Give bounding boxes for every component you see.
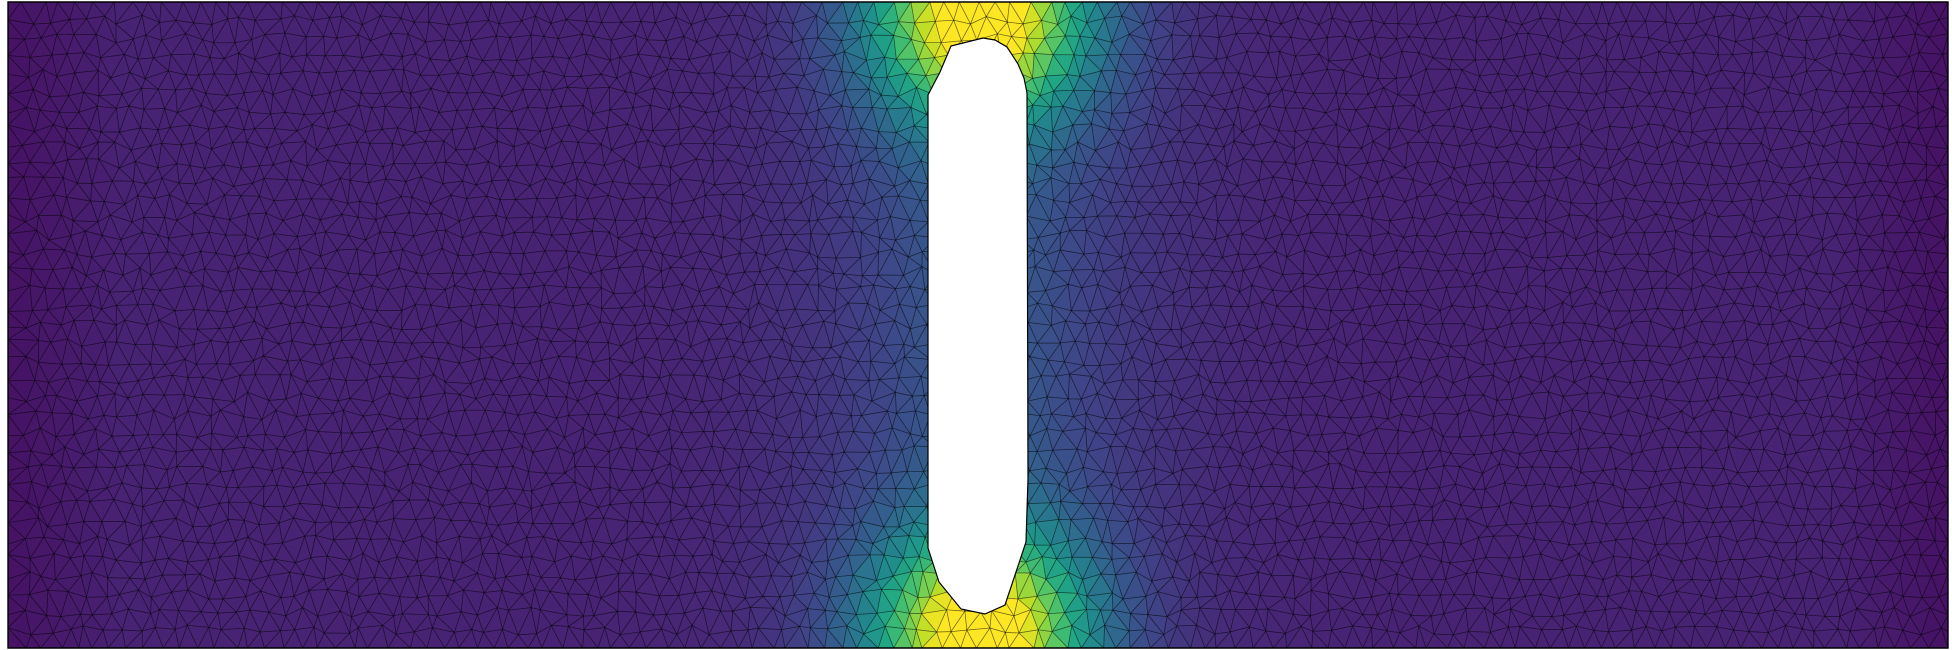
field-layer	[8, 2, 1948, 648]
slot-hole	[927, 37, 1029, 615]
plate-outline	[7, 1, 1949, 649]
mesh-edges	[8, 2, 1948, 648]
